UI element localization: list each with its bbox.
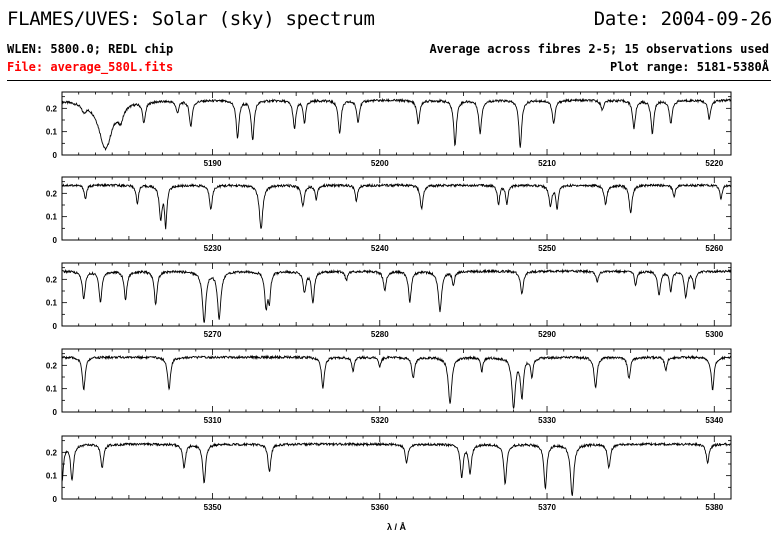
x-tick-label: 5280 [371,330,389,339]
y-tick-label: 0.2 [46,189,58,198]
plot-title: FLAMES/UVES: Solar (sky) spectrum [7,8,375,30]
y-tick-label: 0.1 [46,213,58,222]
x-tick-label: 5380 [705,503,723,512]
x-tick-label: 5230 [204,244,222,253]
y-tick-label: 0 [53,408,58,417]
spectrum-line [61,182,732,230]
x-tick-label: 5200 [371,159,389,168]
file-name: File: average_580L.fits [7,60,174,74]
x-tick-label: 5260 [705,244,723,253]
x-axis-label: λ / Å [387,522,407,532]
x-tick-label: 5270 [204,330,222,339]
y-tick-label: 0 [53,236,58,245]
y-tick-label: 0 [53,495,58,504]
y-tick-label: 0.2 [46,275,58,284]
x-tick-label: 5320 [371,416,389,425]
y-tick-label: 0.1 [46,472,58,481]
x-tick-label: 5220 [705,159,723,168]
averaging-note: Average across fibres 2-5; 15 observatio… [429,42,769,56]
x-tick-label: 5290 [538,330,556,339]
y-tick-label: 0 [53,151,58,160]
y-tick-label: 0.1 [46,299,58,308]
plot-range: Plot range: 5181-5380Å [610,60,769,74]
x-tick-label: 5310 [204,416,222,425]
spectrum-line [61,97,732,152]
x-tick-label: 5370 [538,503,556,512]
x-tick-label: 5360 [371,503,389,512]
observation-date: Date: 2004-09-26 [593,8,773,30]
y-tick-label: 0.2 [46,361,58,370]
spectrum-line [61,354,732,409]
y-tick-label: 0 [53,322,58,331]
x-tick-label: 5340 [705,416,723,425]
x-tick-label: 5330 [538,416,556,425]
y-tick-label: 0.2 [46,104,58,113]
x-tick-label: 5350 [204,503,222,512]
x-tick-label: 5250 [538,244,556,253]
x-tick-label: 5240 [371,244,389,253]
x-tick-label: 5300 [705,330,723,339]
wavelength-setting: WLEN: 5800.0; REDL chip [7,42,174,56]
y-tick-label: 0.1 [46,128,58,137]
header-divider [7,80,771,81]
y-tick-label: 0.1 [46,385,58,394]
spectrum-line [61,441,732,496]
x-tick-label: 5190 [204,159,222,168]
spectrum-line [61,268,732,323]
y-tick-label: 0.2 [46,448,58,457]
panel-frame [61,91,732,156]
x-tick-label: 5210 [538,159,556,168]
